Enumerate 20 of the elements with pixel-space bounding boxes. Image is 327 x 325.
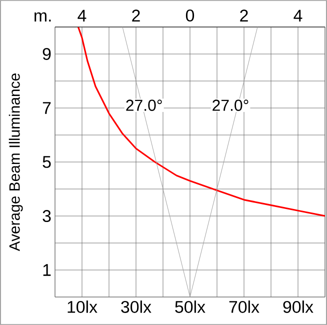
y-tick-label: 9 xyxy=(42,48,51,60)
x2-tick-label: 2 xyxy=(132,10,140,22)
y-axis-title: Average Beam Illuminance xyxy=(8,74,23,252)
x2-tick-label: 4 xyxy=(78,10,86,22)
x-tick-label: 10lx xyxy=(68,300,98,313)
y-tick-label: 7 xyxy=(42,102,51,114)
line-series xyxy=(77,26,326,217)
annotation: 27.0° xyxy=(126,100,162,111)
y-tick-label: 3 xyxy=(42,210,51,222)
x-tick-label: 30lx xyxy=(121,300,152,313)
x-tick-label: 70lx xyxy=(229,300,260,313)
annotation: 27.0° xyxy=(212,100,248,111)
x-tick-label: 90lx xyxy=(283,300,314,313)
x2-axis-title: m. xyxy=(34,12,51,22)
x-tick-label: 50lx xyxy=(175,300,206,313)
x2-tick-label: 4 xyxy=(294,10,302,22)
y-tick-label: 5 xyxy=(42,156,51,168)
x2-tick-label: 0 xyxy=(186,9,194,22)
y-tick-label: 1 xyxy=(43,264,51,276)
x2-tick-label: 2 xyxy=(240,10,248,22)
